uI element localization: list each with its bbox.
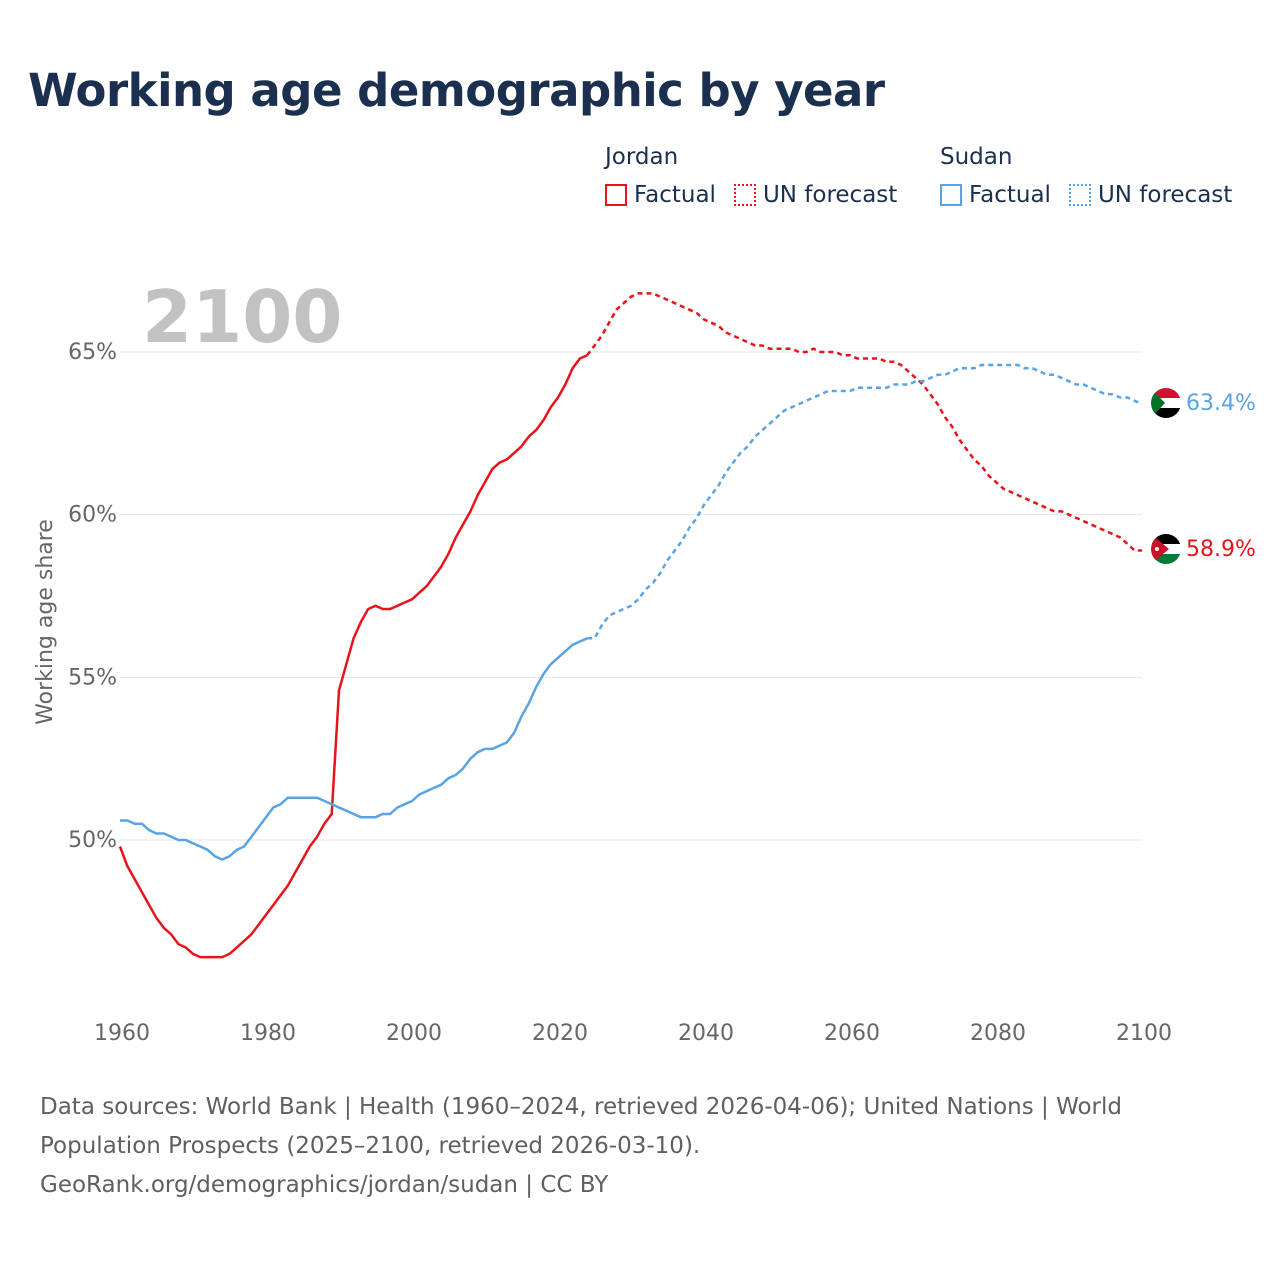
legend-sudan-forecast[interactable]: UN forecast (1068, 182, 1233, 208)
x-tick-label: 2000 (386, 1021, 442, 1046)
jordan-flag-icon (1151, 534, 1181, 564)
legend-jordan-name: Jordan (605, 144, 679, 170)
legend-sudan-forecast-label: UN forecast (1097, 182, 1233, 208)
legend-jordan-forecast-label: UN forecast (762, 182, 898, 208)
x-tick-label: 2020 (532, 1021, 588, 1046)
y-tick-label: 50% (68, 828, 117, 853)
sudan-factual-line (120, 637, 588, 861)
legend-jordan-forecast-swatch (733, 184, 756, 206)
x-tick-label: 2100 (1116, 1021, 1172, 1046)
x-tick-label: 1980 (240, 1021, 296, 1046)
legend-jordan-factual-label: Factual (634, 182, 716, 208)
y-axis-label: Working age share (33, 519, 58, 725)
jordan-end-value: 58.9% (1186, 537, 1256, 562)
legend-jordan-factual-swatch (605, 184, 627, 206)
sources-text: Data sources: World Bank | Health (1960–… (40, 1094, 1122, 1159)
legend-sudan-forecast-swatch (1068, 184, 1091, 206)
x-tick-label: 1960 (94, 1021, 150, 1046)
jordan-factual-line (118, 354, 588, 959)
line-chart: 2100 Working age share 50% 55% 60% 65% 1960 1… (33, 275, 1256, 1046)
sudan-forecast-line (587, 363, 1143, 640)
sudan-flag-icon (1151, 388, 1181, 418)
year-watermark: 2100 (142, 275, 342, 359)
legend-group-sudan: Sudan Factual UN forecast (940, 144, 1232, 208)
y-tick-label: 65% (68, 340, 117, 365)
data-sources: Data sources: World Bank | Health (1960–… (40, 1088, 1180, 1205)
legend-sudan-factual[interactable]: Factual (940, 182, 1051, 208)
chart-title: Working age demographic by year (28, 64, 885, 117)
legend-sudan-factual-label: Factual (969, 182, 1051, 208)
x-tick-label: 2060 (824, 1021, 880, 1046)
x-tick-label: 2080 (970, 1021, 1026, 1046)
jordan-forecast-line (586, 292, 1142, 552)
legend-group-jordan: Jordan Factual UN forecast (605, 144, 915, 208)
y-tick-label: 60% (68, 503, 117, 528)
series-lines (118, 292, 1143, 959)
gridlines (120, 351, 1142, 841)
legend-jordan-forecast[interactable]: UN forecast (733, 182, 898, 208)
sudan-end-value: 63.4% (1186, 391, 1256, 416)
axis-ticks: 50% 55% 60% 65% 1960 1980 2000 2020 2040 2060 2080… (68, 340, 1172, 1046)
credit-link[interactable]: GeoRank.org/demographics/jordan/sudan | … (40, 1172, 609, 1198)
legend-sudan-name: Sudan (940, 144, 1013, 170)
legend-sudan-factual-swatch (940, 184, 962, 206)
y-tick-label: 55% (68, 665, 117, 690)
legend-jordan-factual[interactable]: Factual (605, 182, 716, 208)
x-tick-label: 2040 (678, 1021, 734, 1046)
